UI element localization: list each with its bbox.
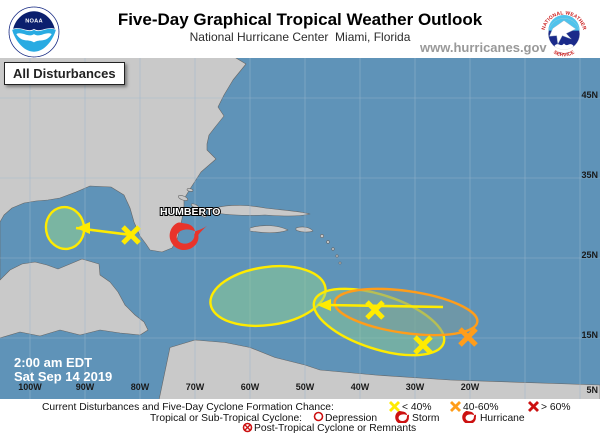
svg-text:40W: 40W <box>351 382 370 392</box>
svg-text:90W: 90W <box>76 382 95 392</box>
svg-text:50W: 50W <box>296 382 315 392</box>
svg-text:100W: 100W <box>18 382 42 392</box>
svg-text:35N: 35N <box>581 170 598 180</box>
svg-text:HUMBERTO: HUMBERTO <box>160 206 220 218</box>
svg-text:25N: 25N <box>581 250 598 260</box>
svg-text:20W: 20W <box>461 382 480 392</box>
svg-text:30W: 30W <box>406 382 425 392</box>
svg-text:60W: 60W <box>241 382 260 392</box>
svg-text:45N: 45N <box>581 90 598 100</box>
svg-text:NOAA: NOAA <box>25 19 42 25</box>
svg-text:15N: 15N <box>581 330 598 340</box>
svg-text:2:00 am EDT: 2:00 am EDT <box>14 355 92 370</box>
svg-text:70W: 70W <box>186 382 205 392</box>
svg-text:5N: 5N <box>586 385 598 395</box>
svg-text:80W: 80W <box>131 382 150 392</box>
